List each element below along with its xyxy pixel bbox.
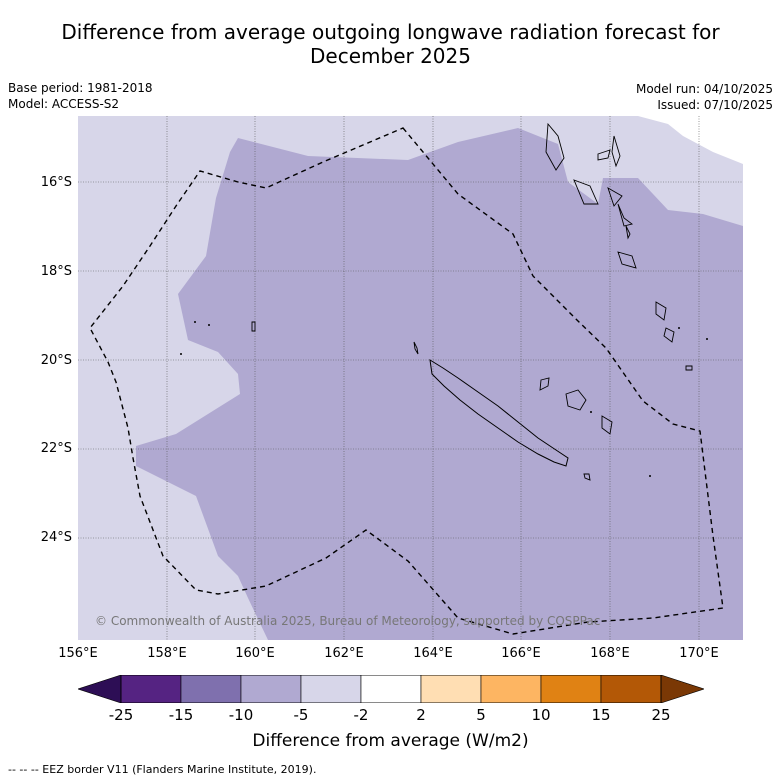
colorbar-tick: -5 — [293, 706, 309, 724]
map-panel — [78, 116, 743, 640]
eez-border — [89, 127, 724, 635]
lon-label-156e: 156°E — [58, 646, 98, 661]
meta-left: Base period: 1981-2018 Model: ACCESS-S2 — [8, 80, 153, 112]
lon-label-162e: 162°E — [324, 646, 364, 661]
colorbar-title: Difference from average (W/m2) — [252, 731, 529, 751]
lat-label-22s: 22°S — [40, 441, 72, 456]
copyright-credit: © Commonwealth of Australia 2025, Bureau… — [95, 614, 601, 628]
colorbar-tick: -2 — [353, 706, 369, 724]
map-canvas — [78, 116, 743, 640]
meta-right: Model run: 04/10/2025 Issued: 07/10/2025 — [636, 81, 773, 113]
colorbar-tick: 5 — [476, 706, 486, 724]
issued-date: Issued: 07/10/2025 — [657, 98, 773, 112]
eez-legend: -- -- -- EEZ border V11 (Flanders Marine… — [8, 763, 317, 776]
colorbar-bin — [600, 675, 662, 703]
colorbar-bin — [180, 675, 242, 703]
colorbar-arrow-low — [78, 675, 122, 703]
lon-label-164e: 164°E — [413, 646, 453, 661]
anomaly-medium-region — [136, 128, 743, 640]
colorbar-tick: 10 — [531, 706, 551, 724]
lon-label-166e: 166°E — [501, 646, 541, 661]
colorbar-arrow-high — [660, 675, 704, 703]
base-period: Base period: 1981-2018 — [8, 81, 153, 95]
colorbar-bin — [120, 675, 182, 703]
colorbar-tick: 15 — [591, 706, 611, 724]
colorbar-tick: 25 — [651, 706, 671, 724]
small-islands — [251, 122, 693, 481]
lon-label-168e: 168°E — [590, 646, 630, 661]
colorbar-bin — [540, 675, 602, 703]
lon-label-158e: 158°E — [147, 646, 187, 661]
lat-label-16s: 16°S — [40, 175, 72, 190]
lat-label-18s: 18°S — [40, 264, 72, 279]
lon-label-160e: 160°E — [235, 646, 275, 661]
title-line-2: December 2025 — [310, 44, 471, 68]
lon-label-170e: 170°E — [679, 646, 719, 661]
colorbar-tick: -25 — [108, 706, 134, 724]
chart-title: Difference from average outgoing longwav… — [0, 20, 781, 68]
colorbar-tick: 2 — [416, 706, 426, 724]
model-name: Model: ACCESS-S2 — [8, 97, 120, 111]
colorbar-bin — [420, 675, 482, 703]
graticule — [78, 116, 743, 640]
colorbar-bin — [300, 675, 362, 703]
colorbar-bin — [360, 675, 422, 703]
title-line-1: Difference from average outgoing longwav… — [61, 20, 720, 44]
colorbar-bin — [480, 675, 542, 703]
new-caledonia-island — [429, 359, 569, 467]
anomaly-white-region — [638, 116, 743, 164]
tiny-islets — [180, 321, 708, 477]
lat-label-20s: 20°S — [40, 353, 72, 368]
colorbar-bin — [240, 675, 302, 703]
colorbar-tick: -10 — [228, 706, 254, 724]
colorbar — [78, 675, 704, 703]
lat-label-24s: 24°S — [40, 530, 72, 545]
model-run: Model run: 04/10/2025 — [635, 82, 773, 96]
colorbar-tick: -15 — [168, 706, 194, 724]
